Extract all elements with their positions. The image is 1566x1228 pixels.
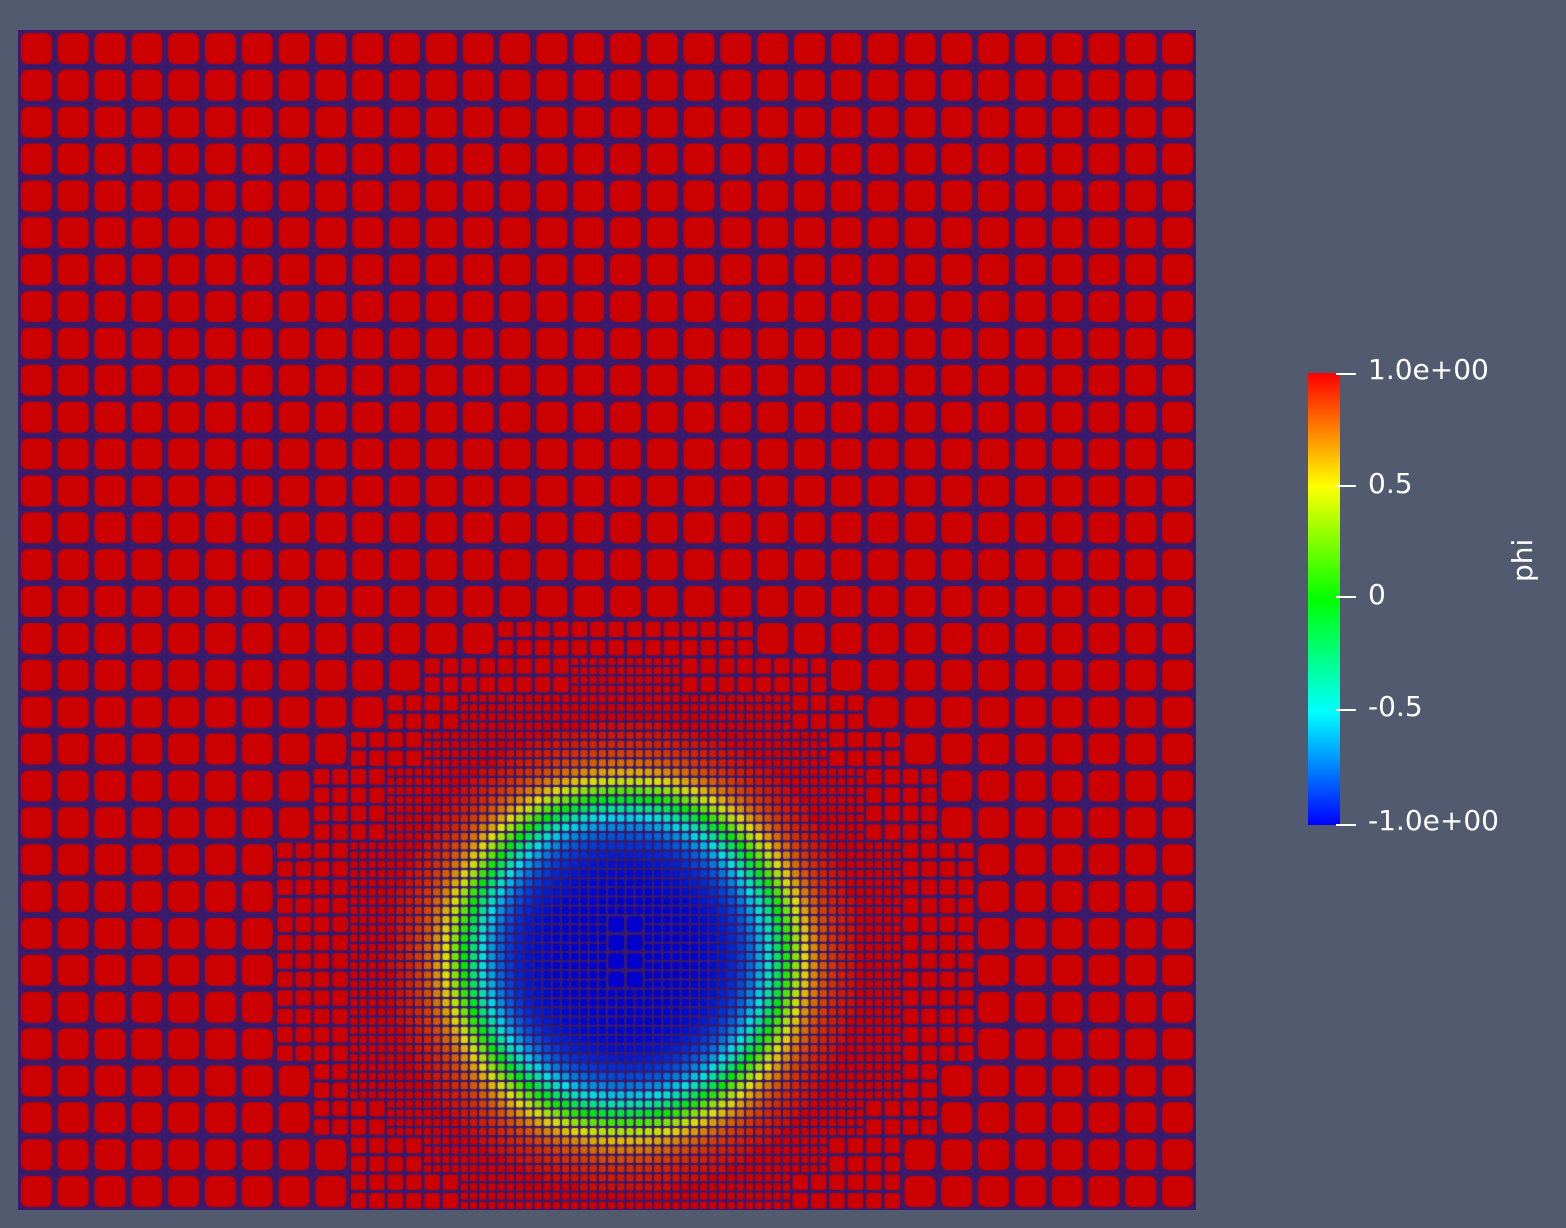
scalar-bar-tick (1336, 596, 1356, 598)
scalar-bar (1306, 373, 1342, 825)
scalar-bar-tick (1336, 709, 1356, 711)
scalar-bar-label: 0 (1368, 578, 1386, 611)
scalar-bar-tick (1336, 485, 1356, 487)
scalar-bar-tick (1336, 824, 1356, 826)
scalar-bar-gradient (1308, 373, 1340, 825)
scalar-bar-label: -0.5 (1368, 690, 1423, 723)
amr-mesh-render[interactable] (18, 30, 1196, 1210)
scalar-bar-label: 0.5 (1368, 467, 1413, 500)
scalar-bar-label-min: -1.0e+00 (1368, 804, 1499, 837)
scalar-bar-tick (1336, 373, 1356, 375)
scalar-bar-label-max: 1.0e+00 (1368, 353, 1489, 386)
scalar-bar-title: phi (1506, 538, 1539, 582)
